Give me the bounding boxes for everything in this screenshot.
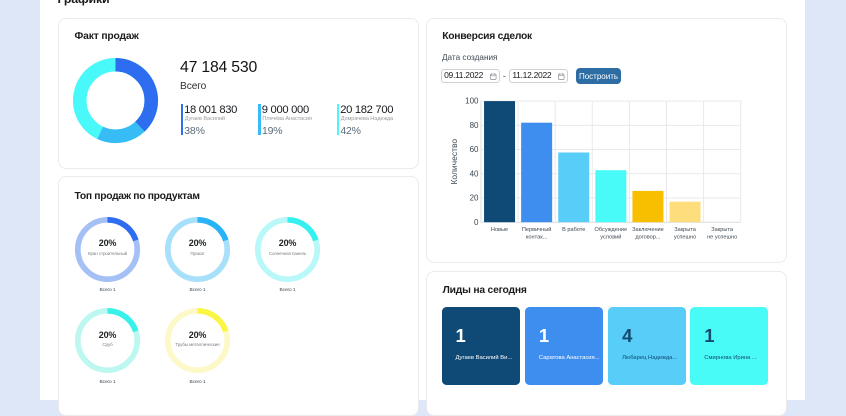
svg-text:контак...: контак... <box>526 235 548 241</box>
svg-text:0: 0 <box>474 218 479 227</box>
svg-text:Первичный: Первичный <box>522 226 552 233</box>
svg-text:Количество: Количество <box>449 139 459 185</box>
svg-text:Закрыта: Закрыта <box>711 227 734 233</box>
svg-text:договор...: договор... <box>635 235 661 241</box>
svg-text:условий: условий <box>600 234 621 241</box>
svg-text:Новые: Новые <box>491 227 508 233</box>
svg-text:20: 20 <box>470 194 479 203</box>
svg-text:Заключение: Заключение <box>632 227 664 233</box>
svg-text:40: 40 <box>470 169 479 178</box>
svg-text:60: 60 <box>470 145 479 154</box>
svg-text:успешно: успешно <box>674 235 696 241</box>
svg-text:Обсуждение: Обсуждение <box>595 227 628 233</box>
svg-text:100: 100 <box>465 97 479 106</box>
svg-text:не успешно: не успешно <box>707 235 737 241</box>
svg-text:В работе: В работе <box>562 227 585 233</box>
svg-text:Закрыта: Закрыта <box>674 227 697 233</box>
svg-text:80: 80 <box>470 121 479 130</box>
